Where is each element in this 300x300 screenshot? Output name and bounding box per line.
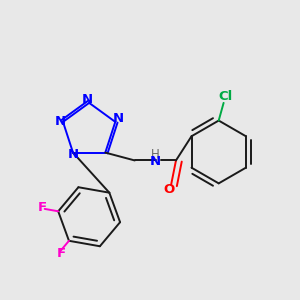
- Text: Cl: Cl: [218, 91, 233, 103]
- Text: N: N: [150, 155, 161, 168]
- Text: O: O: [164, 183, 175, 196]
- Text: F: F: [56, 247, 66, 260]
- Text: F: F: [38, 201, 47, 214]
- Text: N: N: [68, 148, 79, 161]
- Text: N: N: [55, 116, 66, 128]
- Text: H: H: [151, 148, 160, 161]
- Text: N: N: [82, 93, 93, 106]
- Text: N: N: [113, 112, 124, 125]
